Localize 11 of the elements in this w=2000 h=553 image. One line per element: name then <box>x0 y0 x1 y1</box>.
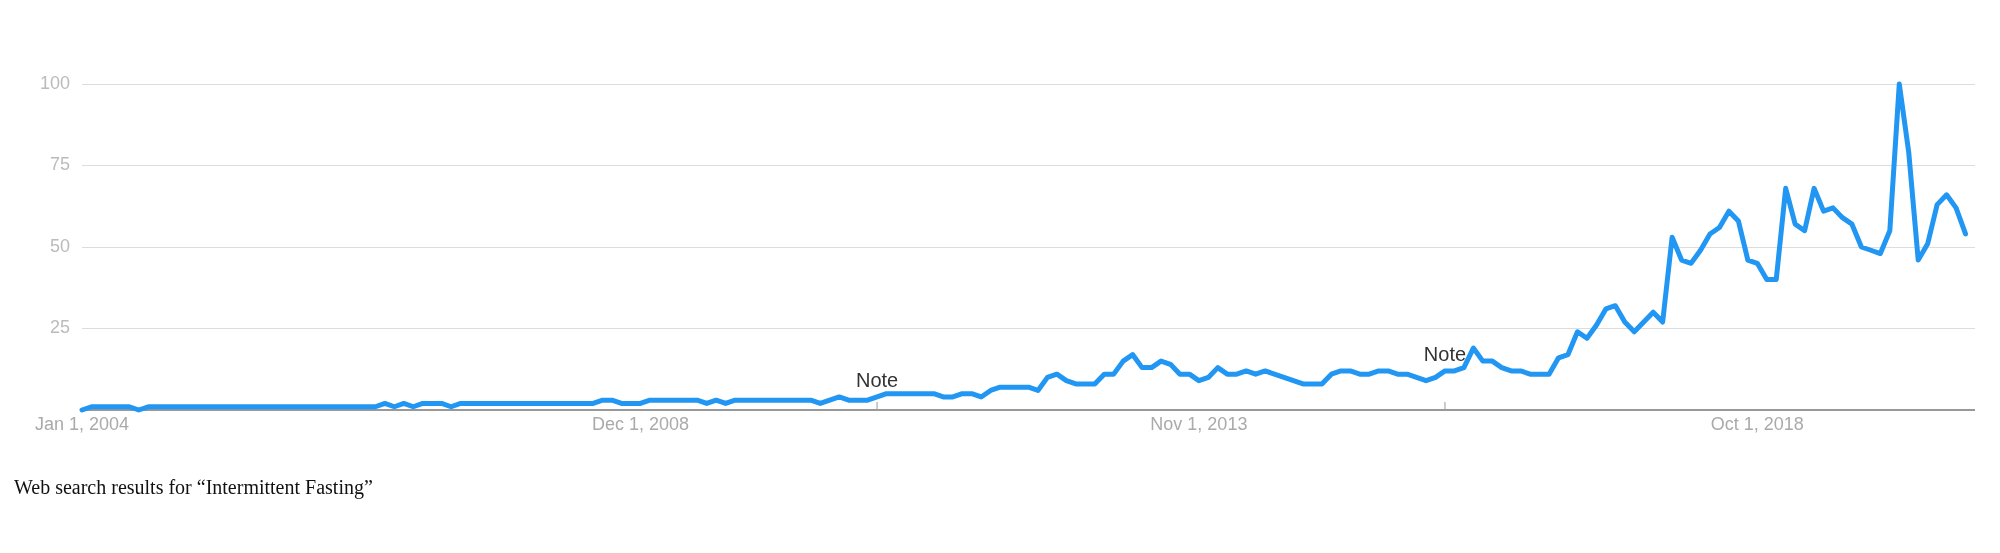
y-tick-label: 25 <box>49 317 70 338</box>
y-tick-label: 75 <box>49 154 70 175</box>
annotation: Note <box>855 369 899 392</box>
x-tick-label: Oct 1, 2018 <box>1710 413 1804 434</box>
y-tick-label: 50 <box>49 235 70 256</box>
text: Web search results for “Intermittent Fasting” <box>14 475 374 500</box>
x-tick-label: Jan 1, 2004 <box>34 413 130 434</box>
y-tick-label: 100 <box>39 72 70 93</box>
x-tick-label: Dec 1, 2008 <box>591 413 689 434</box>
x-tick-label: Nov 1, 2013 <box>1150 413 1248 434</box>
annotation: Note <box>1423 343 1467 366</box>
